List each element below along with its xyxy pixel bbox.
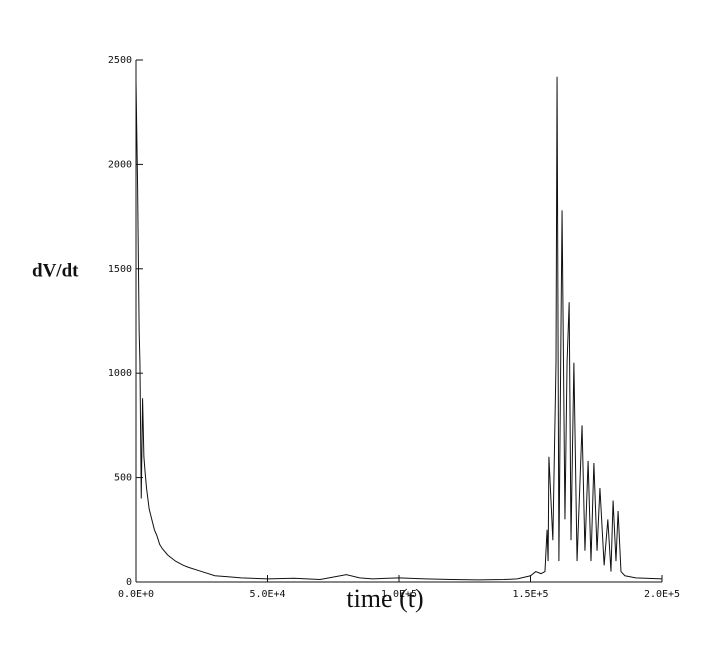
data-line bbox=[135, 76, 663, 581]
y-tick-label: 1500 bbox=[108, 264, 132, 275]
x-tick-label: 2.0E+5 bbox=[644, 589, 680, 600]
x-tick-label: 1.0E+5 bbox=[381, 589, 417, 600]
x-tick-label: 1.5E+5 bbox=[512, 589, 548, 600]
x-tick-label: 5.0E+4 bbox=[249, 589, 285, 600]
x-axis-label: time (t) bbox=[346, 584, 423, 613]
y-tick-label: 1000 bbox=[108, 368, 132, 379]
y-tick-label: 0 bbox=[126, 577, 132, 588]
y-axis-label: dV/dt bbox=[32, 260, 79, 281]
y-tick-label: 2500 bbox=[108, 55, 132, 66]
y-tick-label: 500 bbox=[114, 473, 132, 484]
y-tick-label: 2000 bbox=[108, 159, 132, 170]
x-tick-label: 0.0E+0 bbox=[118, 589, 154, 600]
